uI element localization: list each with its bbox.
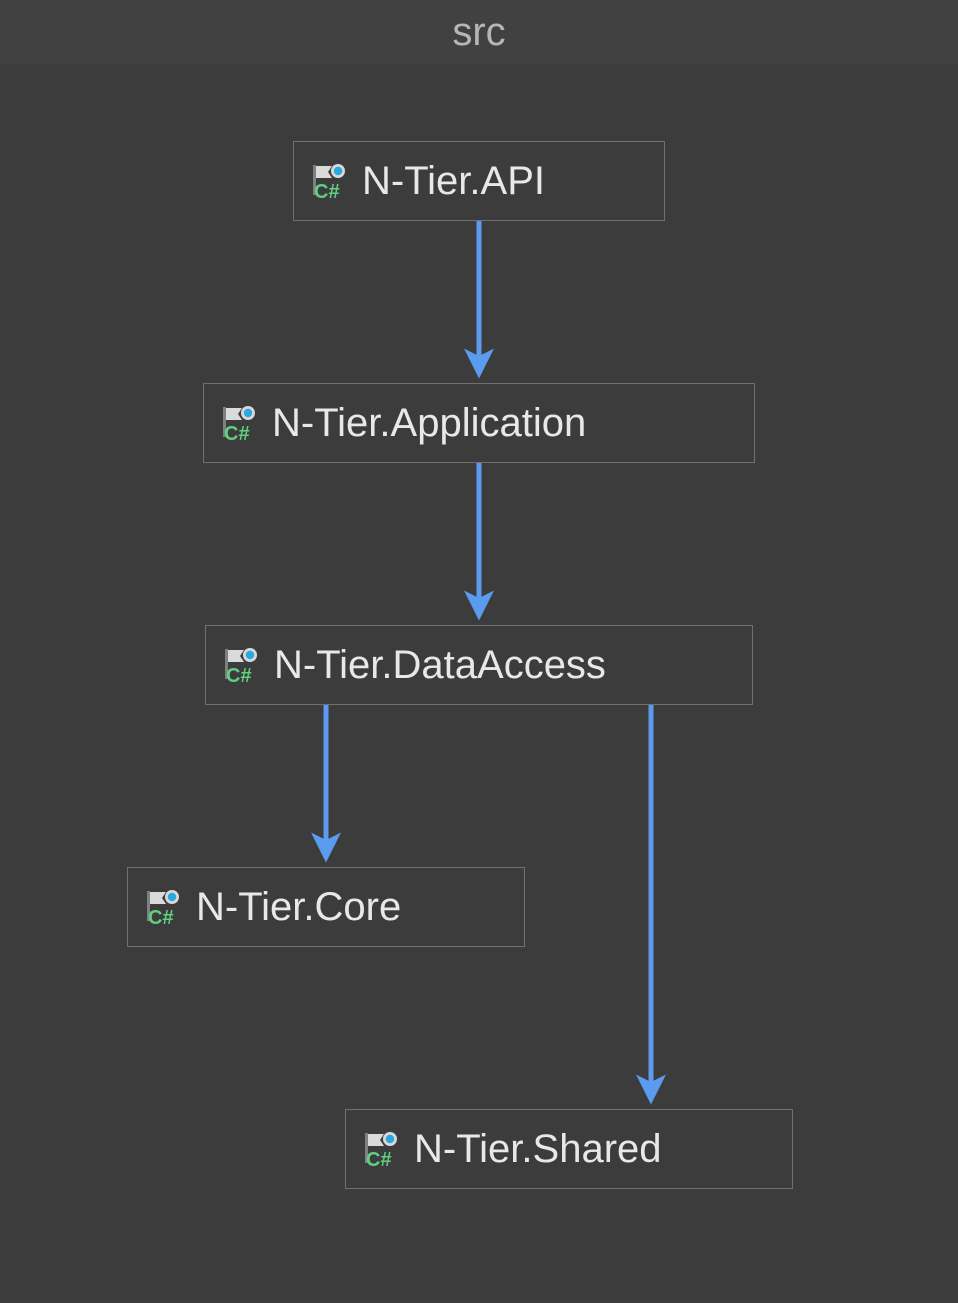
node-label: N-Tier.Application — [272, 403, 586, 443]
svg-text:C#: C# — [314, 181, 340, 201]
svg-text:C#: C# — [366, 1149, 392, 1169]
node-dataaccess[interactable]: C# N-Tier.DataAccess — [205, 625, 753, 705]
node-application[interactable]: C# N-Tier.Application — [203, 383, 755, 463]
csharp-project-icon: C# — [220, 645, 260, 685]
csharp-project-icon: C# — [308, 161, 348, 201]
svg-text:C#: C# — [226, 665, 252, 685]
node-label: N-Tier.Shared — [414, 1129, 662, 1169]
diagram-canvas: src C# N-Tier.API C# N-Tier.Application — [0, 0, 958, 1303]
node-api[interactable]: C# N-Tier.API — [293, 141, 665, 221]
node-core[interactable]: C# N-Tier.Core — [127, 867, 525, 947]
svg-text:C#: C# — [224, 423, 250, 443]
svg-text:C#: C# — [148, 907, 174, 927]
node-label: N-Tier.API — [362, 161, 545, 201]
node-shared[interactable]: C# N-Tier.Shared — [345, 1109, 793, 1189]
csharp-project-icon: C# — [218, 403, 258, 443]
node-label: N-Tier.Core — [196, 887, 401, 927]
csharp-project-icon: C# — [360, 1129, 400, 1169]
csharp-project-icon: C# — [142, 887, 182, 927]
node-label: N-Tier.DataAccess — [274, 645, 606, 685]
